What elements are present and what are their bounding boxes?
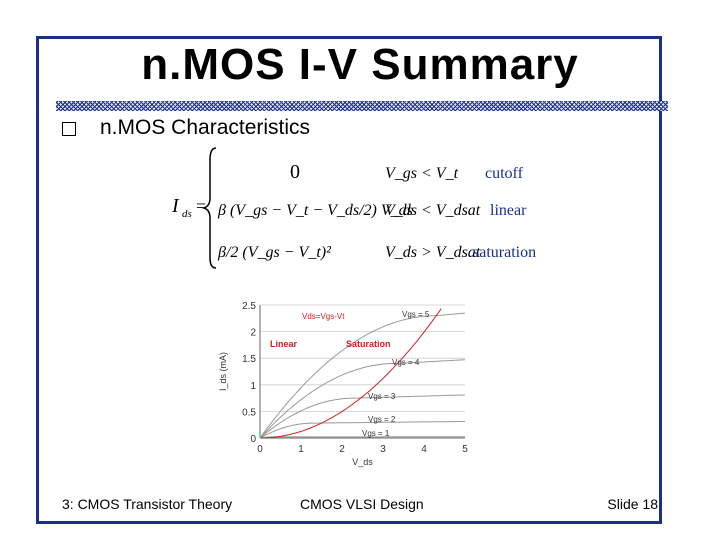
iv-curve	[259, 312, 466, 439]
iv-curve	[259, 394, 466, 439]
footer-title: CMOS VLSI Design	[300, 496, 424, 512]
iv-curve	[259, 436, 465, 439]
chart-labels: Vds=Vgs-Vt Linear Saturation Vgs = 5 Vgs = 4…	[218, 310, 430, 467]
x-tick-label: 4	[421, 444, 427, 455]
chart-annotation: Saturation	[346, 339, 391, 349]
iv-curve	[259, 359, 466, 439]
equation-lhs: I ds =	[171, 195, 206, 220]
footer-course: 3: CMOS Transistor Theory	[62, 496, 233, 512]
case1-expr: 0	[290, 161, 300, 183]
chart-annotation: Vgs = 4	[392, 358, 420, 367]
chart-axes	[259, 305, 465, 439]
y-tick-label: 1.5	[242, 354, 256, 365]
case2-region: linear	[490, 202, 527, 219]
footer-slide-number: Slide 18	[607, 496, 658, 512]
chart-annotation: Vgs = 3	[368, 392, 396, 401]
y-tick-label: 0.5	[242, 407, 256, 418]
bullet-text: n.MOS Characteristics	[100, 116, 311, 139]
x-tick-label: 0	[257, 444, 263, 455]
x-tick-label: 3	[380, 444, 386, 455]
x-tick-label: 2	[339, 444, 345, 455]
chart-annotation: Vgs = 1	[362, 429, 390, 438]
case1-condition: V_gs < V_t	[385, 165, 459, 182]
saturation-boundary	[260, 308, 442, 439]
slide-frame	[36, 36, 662, 524]
y-tick-label: 1	[250, 381, 256, 392]
chart-ticks: 0 0.5 1 1.5 2 2.5 0 1 2 3 4 5	[242, 301, 468, 455]
bullet-item: n.MOS Characteristics	[62, 116, 310, 140]
y-axis-label: I_ds (mA)	[218, 352, 228, 391]
y-tick-label: 2.5	[242, 301, 256, 312]
chart-annotation: Vgs = 2	[368, 415, 396, 424]
slide-title: n.MOS I-V Summary	[141, 40, 579, 89]
chart-annotation: Vgs = 5	[402, 310, 430, 319]
equals-sign: =	[196, 196, 206, 216]
equation-brace	[201, 147, 217, 269]
case3-condition: V_ds > V_dsat	[385, 244, 481, 261]
chart-grid	[260, 304, 465, 412]
chart-curves	[259, 308, 466, 439]
ids-subscript: ds	[182, 208, 192, 220]
title-rule	[56, 101, 668, 111]
x-tick-label: 1	[298, 444, 304, 455]
y-tick-label: 2	[250, 328, 256, 339]
ids-symbol: I	[171, 195, 180, 217]
case2-expr: β (V_gs − V_t − V_ds/2) V_ds	[217, 202, 413, 219]
y-tick-label: 0	[250, 434, 256, 445]
case2-condition: V_ds < V_dsat	[385, 202, 481, 219]
case3-region: saturation	[473, 244, 536, 261]
x-tick-label: 5	[462, 444, 468, 455]
case3-expr: β/2 (V_gs − V_t)²	[217, 244, 332, 261]
ids-equation: I ds = 0 V_gs < V_t cutoff β (V_gs − V_t…	[171, 147, 536, 269]
case1-region: cutoff	[485, 165, 524, 182]
square-bullet-icon	[62, 122, 76, 136]
iv-curve	[259, 421, 465, 439]
chart-annotation: Linear	[270, 339, 298, 349]
ids-vds-chart: 0 0.5 1 1.5 2 2.5 0 1 2 3 4 5 Vds=Vgs-Vt Linear Satur…	[218, 301, 468, 467]
x-axis-label: V_ds	[352, 457, 373, 467]
chart-annotation: Vds=Vgs-Vt	[302, 312, 345, 321]
